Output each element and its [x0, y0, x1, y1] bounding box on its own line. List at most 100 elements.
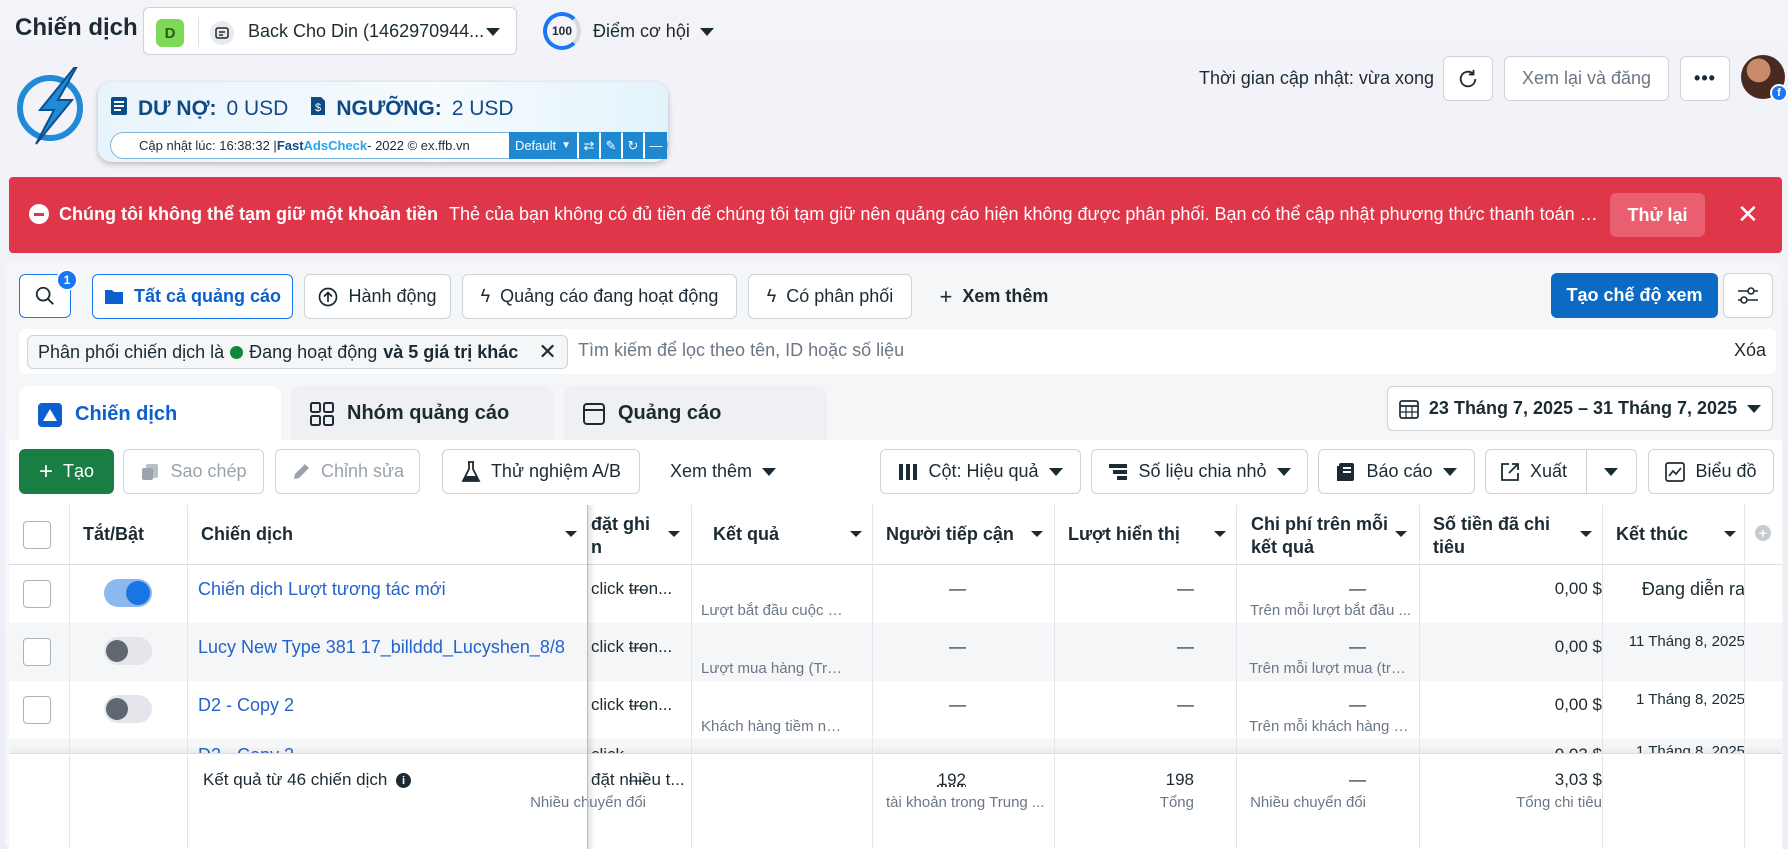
tab-adsets[interactable]: Nhóm quảng cáo	[291, 386, 554, 441]
see-more-filters-button[interactable]: + Xem thêm	[924, 274, 1064, 319]
date-range-picker[interactable]: 23 Tháng 7, 2025 – 31 Tháng 7, 2025	[1387, 386, 1773, 431]
row-checkbox[interactable]	[23, 580, 51, 608]
toolbar-see-more-label: Xem thêm	[669, 461, 753, 481]
header-campaign[interactable]: Chiến dịch	[201, 524, 294, 544]
filter-search-input[interactable]: Tìm kiếm để lọc theo tên, ID hoặc số liệ…	[578, 340, 905, 360]
header-spent-line1: Số tiền đã chi	[1433, 514, 1551, 534]
reports-label: Báo cáo	[1366, 461, 1433, 481]
sort-icon[interactable]	[1580, 531, 1592, 537]
add-column-icon[interactable]: +	[1755, 525, 1771, 541]
row-checkbox[interactable]	[23, 696, 51, 724]
campaign-toggle[interactable]	[104, 579, 152, 607]
sliders-icon	[1738, 286, 1758, 304]
lightning-icon: ϟ	[766, 286, 777, 306]
sort-icon[interactable]	[1724, 531, 1736, 537]
copy-button[interactable]: Sao chép	[123, 449, 264, 494]
clear-filters-link[interactable]: Xóa	[1733, 340, 1766, 360]
header-spent[interactable]: Số tiền đã chi tiêu	[1433, 513, 1550, 559]
header-results[interactable]: Kết quả	[713, 524, 780, 544]
table-row[interactable]: D2 - Copy 2 click tron... — Khách hàng t…	[9, 681, 1782, 739]
ends-cell: Đang diễn ra	[1641, 579, 1745, 599]
refresh-button[interactable]	[1443, 56, 1493, 101]
totals-reach[interactable]: 192	[937, 770, 966, 789]
ends-cell: 1 Tháng 8, 2025	[1636, 691, 1745, 708]
cpr-sub: Trên mỗi khách hàng ti...	[1249, 718, 1411, 735]
columns-button[interactable]: Cột: Hiệu quả	[880, 449, 1081, 494]
impressions-cell: —	[1177, 695, 1194, 714]
has-delivery-label: Có phân phối	[786, 286, 894, 306]
filter-chip[interactable]: Phân phối chiến dịch là Đang hoạt động v…	[27, 335, 568, 369]
create-button[interactable]: + Tạo	[19, 449, 114, 494]
grid-icon	[310, 401, 334, 426]
campaign-name-link[interactable]: Lucy New Type 381 17_billddd_Lucyshen_8/…	[198, 637, 565, 657]
sort-icon[interactable]	[850, 531, 862, 537]
toolbar-see-more-button[interactable]: Xem thêm	[658, 449, 788, 494]
actions-button[interactable]: Hành động	[304, 274, 451, 319]
view-settings-button[interactable]	[1723, 273, 1773, 318]
reach-cell: —	[949, 695, 966, 714]
campaign-name-link[interactable]: D2 - Copy 2	[198, 695, 295, 715]
chart-button[interactable]: Biểu đồ	[1648, 449, 1774, 494]
header-cpr-line2: kết quả	[1251, 537, 1315, 557]
campaign-name-link[interactable]: Chiến dịch Lượt tương tác mới	[198, 579, 446, 599]
header-cost-per-result[interactable]: Chi phí trên mỗi kết quả	[1251, 513, 1388, 559]
sort-icon[interactable]	[1395, 531, 1407, 537]
campaign-toggle[interactable]	[104, 695, 152, 723]
header-attribution[interactable]: đặt ghi n	[591, 513, 650, 559]
row-checkbox[interactable]	[23, 638, 51, 666]
opportunity-label: Điểm cơ hội	[593, 21, 690, 41]
refresh-icon[interactable]: ↻	[623, 132, 643, 159]
close-icon[interactable]: ✕	[1737, 199, 1759, 229]
tab-campaigns[interactable]: Chiến dịch	[19, 386, 281, 443]
totals-impressions-sub: Tổng	[1159, 794, 1194, 811]
has-delivery-button[interactable]: ϟ Có phân phối	[748, 274, 912, 319]
table-header: Tắt/Bật Chiến dịch đặt ghi n Kết quả Ngườ…	[9, 505, 1782, 565]
totals-label: Kết quả từ 46 chiến dịch i	[203, 770, 412, 790]
sort-icon[interactable]	[668, 531, 680, 537]
all-ads-button[interactable]: Tất cả quảng cáo	[92, 274, 293, 319]
divider	[872, 505, 873, 849]
avatar[interactable]: f	[1741, 55, 1788, 102]
sort-icon[interactable]	[565, 531, 577, 537]
shuffle-icon[interactable]: ⇄	[579, 132, 599, 159]
chevron-down-icon[interactable]	[1604, 468, 1618, 476]
chip-status: Đang hoạt động	[249, 341, 378, 362]
minimize-icon[interactable]: —	[645, 132, 667, 159]
calendar-icon	[1399, 399, 1419, 419]
breakdown-button[interactable]: Số liệu chia nhỏ	[1091, 449, 1308, 494]
mode-select[interactable]: Default ▼	[509, 132, 577, 159]
page-title: Chiến dịch	[15, 14, 138, 41]
header-reach[interactable]: Người tiếp cận	[886, 524, 1014, 544]
reports-button[interactable]: Báo cáo	[1318, 449, 1475, 494]
header-impressions[interactable]: Lượt hiển thị	[1068, 524, 1180, 544]
search-button[interactable]: 1	[19, 269, 78, 318]
table-row[interactable]: Lucy New Type 381 17_billddd_Lucyshen_8/…	[9, 623, 1782, 681]
refresh-icon	[1459, 69, 1477, 87]
divider	[1602, 505, 1603, 849]
review-publish-button[interactable]: Xem lại và đăng	[1504, 56, 1669, 101]
more-options-button[interactable]: •••	[1680, 56, 1730, 101]
edit-button[interactable]: Chỉnh sửa	[275, 449, 420, 494]
table-row[interactable]: Chiến dịch Lượt tương tác mới click tron…	[9, 565, 1782, 623]
create-view-button[interactable]: Tạo chế độ xem	[1551, 273, 1718, 318]
date-range-label: 23 Tháng 7, 2025 – 31 Tháng 7, 2025	[1428, 398, 1738, 418]
edit-icon[interactable]: ✎	[601, 132, 621, 159]
campaign-icon	[38, 402, 62, 427]
breakdown-icon	[1109, 463, 1128, 480]
sort-icon[interactable]	[1031, 531, 1043, 537]
close-icon[interactable]: ✕	[538, 339, 557, 364]
chart-icon	[1665, 461, 1686, 482]
ab-test-button[interactable]: Thử nghiệm A/B	[442, 449, 640, 494]
tab-ads-label: Quảng cáo	[618, 402, 722, 424]
header-toggle[interactable]: Tắt/Bật	[83, 524, 145, 544]
account-selector[interactable]: D Back Cho Din (1462970944...	[143, 7, 517, 55]
tab-ads[interactable]: Quảng cáo	[564, 386, 827, 441]
active-ads-button[interactable]: ϟ Quảng cáo đang hoạt động	[462, 274, 737, 319]
select-all-checkbox[interactable]	[23, 521, 51, 549]
sort-icon[interactable]	[1214, 531, 1226, 537]
info-icon[interactable]: i	[396, 773, 412, 789]
retry-button[interactable]: Thử lại	[1610, 193, 1705, 237]
header-ends[interactable]: Kết thúc	[1616, 524, 1688, 544]
campaign-toggle[interactable]	[104, 637, 152, 665]
export-button[interactable]: Xuất	[1485, 449, 1637, 494]
